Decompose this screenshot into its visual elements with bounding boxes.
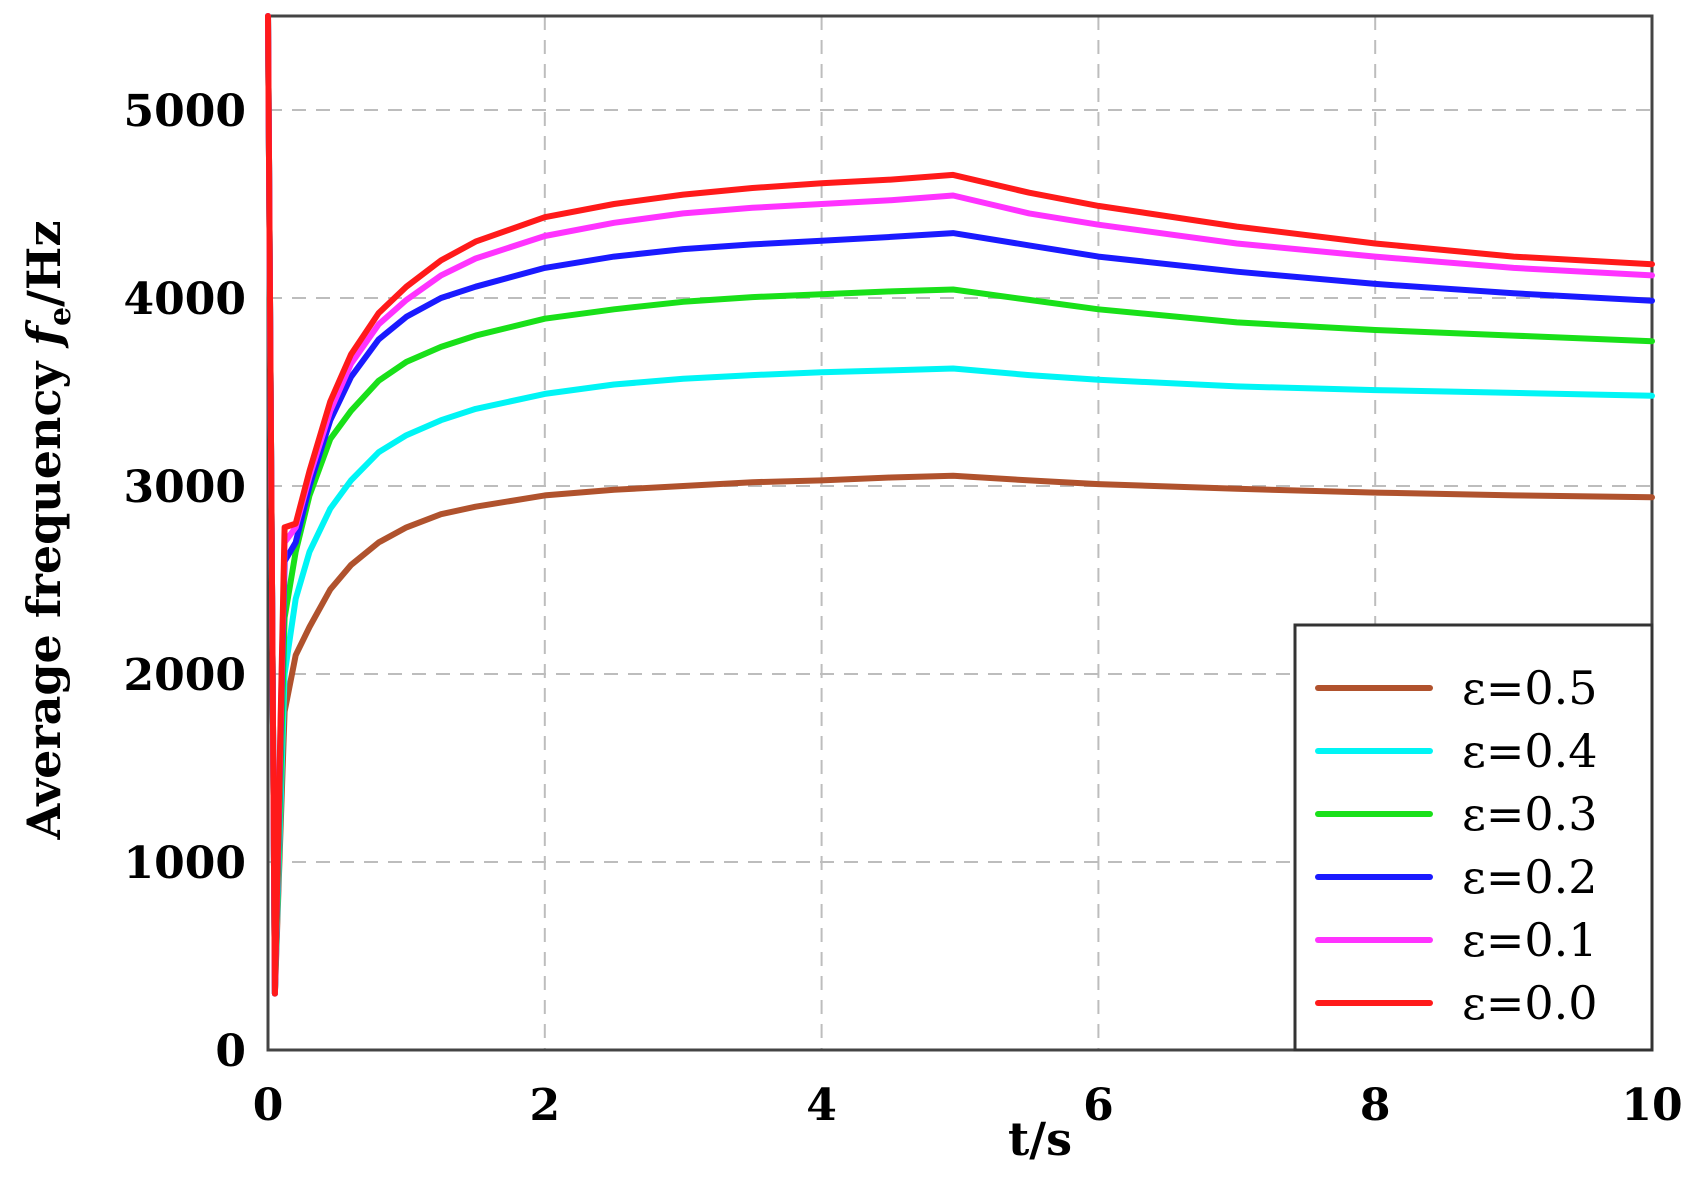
- x-tick-label: 0: [253, 1080, 284, 1131]
- legend-box: [1293, 623, 1654, 1052]
- legend-label: ε=0.1: [1462, 913, 1598, 967]
- series-line-5: [265, 13, 1655, 997]
- legend-label: ε=0.4: [1462, 724, 1598, 778]
- y-tick-label: 5000: [124, 86, 246, 137]
- legend-items: ε=0.5 ε=0.4 ε=0.3 ε=0.2 ε=0.1 ε=0.0: [1315, 661, 1598, 1030]
- x-axis-title: t/s: [1008, 1112, 1072, 1166]
- axis-ticks: 0 2 4 6 8 10 0 1000 2000 3000 4000 5000: [124, 86, 1683, 1131]
- x-tick-label: 4: [806, 1080, 837, 1131]
- legend-label: ε=0.5: [1462, 661, 1598, 715]
- legend: ε=0.5 ε=0.4 ε=0.3 ε=0.2 ε=0.1 ε=0.0: [1293, 623, 1654, 1052]
- legend-label: ε=0.2: [1462, 850, 1598, 904]
- x-tick-label: 2: [529, 1080, 560, 1131]
- y-tick-label: 4000: [124, 274, 246, 325]
- plot-frame: [266, 14, 1654, 1052]
- y-tick-label: 3000: [124, 462, 246, 513]
- legend-label: ε=0.3: [1462, 787, 1598, 841]
- legend-label: ε=0.0: [1462, 976, 1598, 1030]
- y-tick-label: 0: [215, 1026, 246, 1077]
- y-tick-label: 2000: [124, 650, 246, 701]
- x-tick-label: 10: [1621, 1080, 1682, 1131]
- series-line-0: [265, 13, 1655, 997]
- y-axis-title: Average frequency fe/Hz: [17, 221, 78, 841]
- y-tick-label: 1000: [124, 838, 246, 889]
- series-line-1: [265, 13, 1655, 997]
- x-tick-label: 8: [1360, 1080, 1391, 1131]
- series-layer: [265, 13, 1655, 997]
- x-tick-label: 6: [1083, 1080, 1114, 1131]
